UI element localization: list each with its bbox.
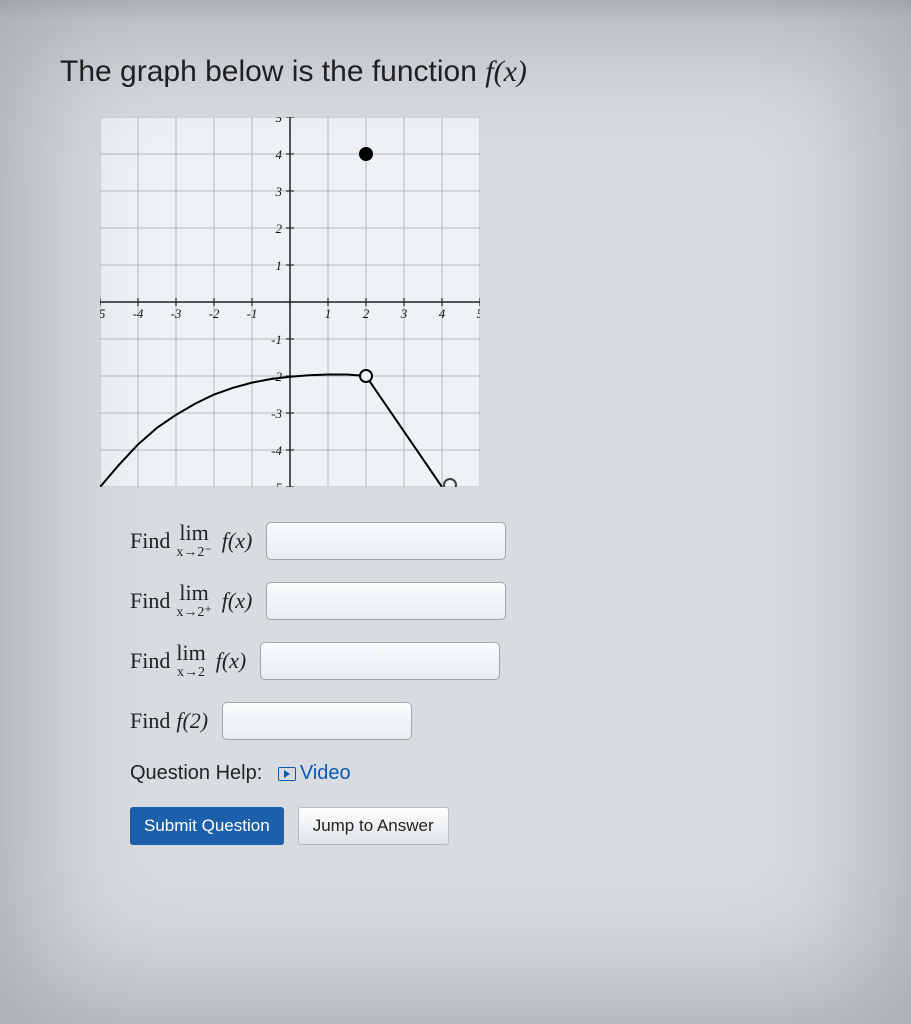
f2-input[interactable]	[222, 702, 412, 740]
limit-left-row: Find lim x→2⁻ f(x)	[130, 522, 851, 560]
find-word: Find	[130, 528, 170, 554]
svg-text:-5: -5	[271, 480, 282, 487]
svg-text:-2: -2	[271, 369, 282, 384]
svg-text:-3: -3	[171, 306, 182, 321]
f2-label: f(2)	[176, 708, 208, 734]
svg-text:-1: -1	[247, 306, 258, 321]
jump-to-answer-button[interactable]: Jump to Answer	[298, 807, 449, 845]
svg-text:-3: -3	[271, 406, 282, 421]
f2-row: Find f(2)	[130, 702, 851, 740]
lim-expression-right: lim x→2⁺	[176, 582, 211, 620]
help-label: Question Help:	[130, 762, 262, 784]
svg-text:5: 5	[276, 117, 283, 125]
svg-text:3: 3	[400, 306, 408, 321]
svg-text:-2: -2	[209, 306, 220, 321]
limit-both-input[interactable]	[260, 642, 500, 680]
fx-label: f(x)	[222, 528, 253, 554]
limit-left-input[interactable]	[266, 522, 506, 560]
svg-text:-1: -1	[271, 332, 282, 347]
svg-text:4: 4	[439, 306, 446, 321]
find-word: Find	[130, 708, 170, 734]
lim-expression-both: lim x→2	[176, 642, 205, 680]
find-word: Find	[130, 648, 170, 674]
svg-text:1: 1	[325, 306, 332, 321]
title-fx: f(x)	[485, 55, 527, 88]
svg-text:3: 3	[275, 184, 283, 199]
svg-text:5: 5	[477, 306, 480, 321]
svg-text:-5: -5	[100, 306, 106, 321]
svg-text:2: 2	[276, 221, 283, 236]
svg-text:4: 4	[276, 147, 283, 162]
title-prefix: The graph below is the function	[60, 55, 485, 88]
video-icon	[278, 767, 296, 781]
find-word: Find	[130, 588, 170, 614]
lim-expression-left: lim x→2⁻	[176, 522, 211, 560]
svg-text:-4: -4	[133, 306, 144, 321]
limit-right-row: Find lim x→2⁺ f(x)	[130, 582, 851, 620]
function-graph: -5 -4 -3 -2 -1 1 2 3 4 5 -5 -4 -3 -2 -1 1 2 3 4 5	[100, 117, 851, 492]
svg-text:2: 2	[363, 306, 370, 321]
svg-text:-4: -4	[271, 443, 282, 458]
limit-both-row: Find lim x→2 f(x)	[130, 642, 851, 680]
page-title: The graph below is the function f(x)	[60, 55, 851, 89]
fx-label: f(x)	[216, 648, 247, 674]
video-link[interactable]: Video	[300, 762, 351, 784]
svg-text:1: 1	[276, 258, 283, 273]
fx-label: f(x)	[222, 588, 253, 614]
submit-question-button[interactable]: Submit Question	[130, 807, 284, 845]
limit-right-input[interactable]	[266, 582, 506, 620]
question-help-line: Question Help: Video	[130, 762, 851, 785]
